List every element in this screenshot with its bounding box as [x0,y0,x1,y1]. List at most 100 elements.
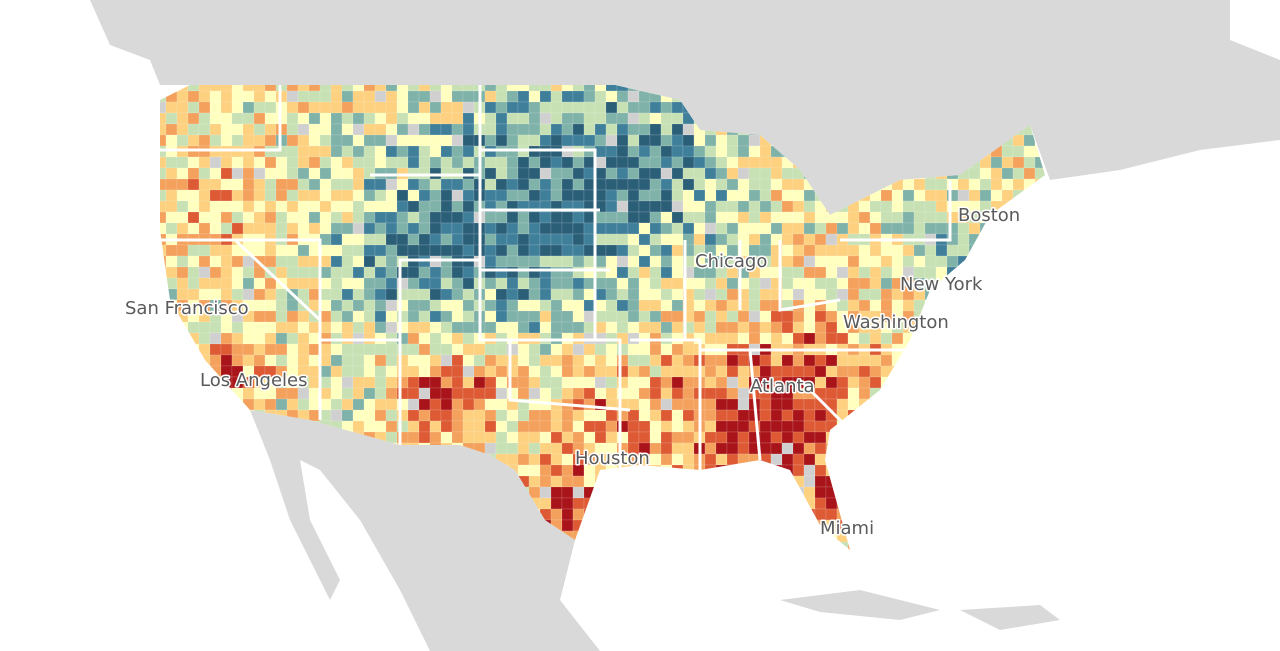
county-cell [583,211,596,224]
county-cell [231,453,244,466]
county-cell [902,332,915,345]
county-cell [253,541,266,550]
county-cell [330,90,343,103]
county-cell [715,365,728,378]
county-cell [517,453,530,466]
county-cell [407,288,420,301]
county-cell [902,376,915,389]
county-cell [165,420,178,433]
county-cell [187,156,200,169]
county-cell [825,266,838,279]
county-cell [363,343,376,356]
county-cell [572,123,585,136]
county-cell [528,354,541,367]
county-cell [506,123,519,136]
county-cell [319,266,332,279]
county-cell [517,178,530,191]
county-cell [991,553,1002,564]
county-cell [539,156,552,169]
county-cell [737,387,750,400]
county-cell [407,200,420,213]
county-cell [1046,234,1057,245]
county-cell [616,211,629,224]
county-cell [176,475,189,488]
county-cell [682,398,695,411]
county-cell [880,189,893,202]
county-cell [594,288,607,301]
county-cell [297,167,310,180]
county-cell [682,475,695,488]
county-cell [682,211,695,224]
county-cell [198,200,211,213]
county-cell [550,277,563,290]
county-cell [891,497,904,510]
county-cell [209,277,222,290]
county-cell [638,299,651,312]
county-cell [957,519,970,532]
county-cell [561,321,574,334]
county-cell [341,123,354,136]
county-cell [848,553,859,564]
county-cell [539,244,552,257]
county-cell [220,464,233,477]
county-cell [308,332,321,345]
county-cell [165,398,178,411]
county-cell [990,233,1003,246]
county-cell [286,398,299,411]
county-cell [242,519,255,532]
county-cell [176,211,189,224]
county-cell [825,365,838,378]
county-cell [198,255,211,268]
county-cell [308,200,321,213]
county-cell [352,288,365,301]
county-cell [550,178,563,191]
county-cell [231,134,244,147]
county-cell [242,134,255,147]
county-cell [913,497,926,510]
county-cell [330,354,343,367]
county-cell [627,101,640,114]
county-cell [1012,255,1025,268]
county-cell [649,277,662,290]
county-cell [308,497,321,510]
county-cell [682,376,695,389]
county-cell [187,200,200,213]
county-cell [550,134,563,147]
county-cell [968,464,981,477]
county-cell [198,101,211,114]
county-cell [473,387,486,400]
county-cell [682,167,695,180]
county-cell [803,332,816,345]
county-cell [594,343,607,356]
county-cell [572,541,585,550]
county-cell [232,553,243,564]
county-cell [331,553,342,564]
county-cell [1046,377,1057,388]
county-cell [1012,420,1025,433]
county-cell [550,343,563,356]
county-cell [1012,387,1025,400]
county-cell [935,442,948,455]
county-cell [429,321,442,334]
county-cell [638,244,651,257]
county-cell [462,321,475,334]
county-cell [407,233,420,246]
county-cell [308,156,321,169]
county-cell [781,354,794,367]
county-cell [627,244,640,257]
county-cell [1023,233,1036,246]
county-cell [660,255,673,268]
county-cell [308,167,321,180]
county-cell [550,442,563,455]
county-cell [385,101,398,114]
county-cell [902,508,915,521]
county-cell [627,288,640,301]
county-cell [737,442,750,455]
county-cell [748,167,761,180]
county-cell [187,134,200,147]
county-cell [649,134,662,147]
county-cell [308,508,321,521]
county-cell [627,299,640,312]
county-cell [1046,300,1057,311]
county-cell [1012,475,1025,488]
